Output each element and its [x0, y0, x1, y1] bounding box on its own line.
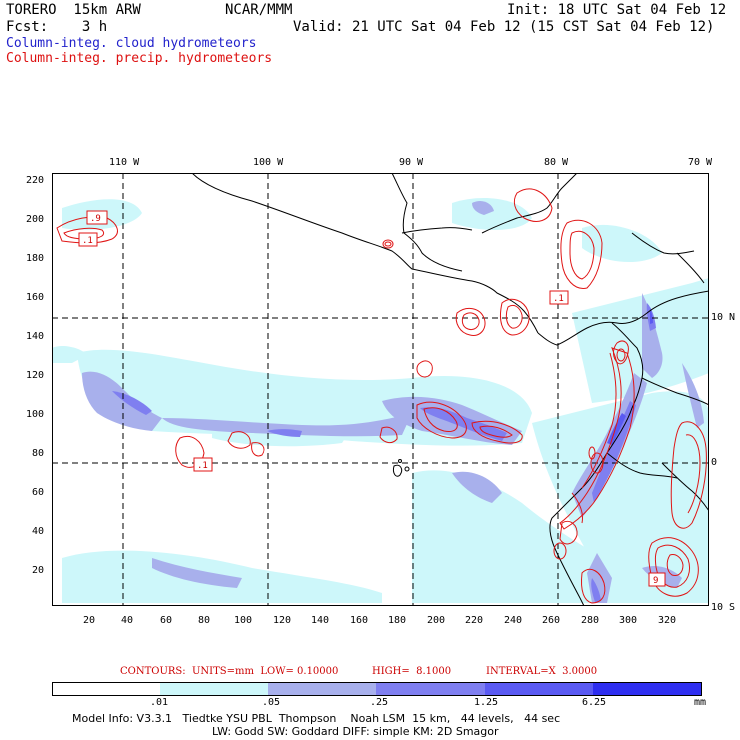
- x-tick-label: 140: [311, 615, 330, 626]
- lon-label-100w: 100 W: [253, 157, 284, 168]
- x-tick-label: 160: [350, 615, 369, 626]
- x-tick-label: 40: [121, 615, 134, 626]
- lon-label-90w: 90 W: [399, 157, 424, 168]
- colorbar-units: mm: [694, 697, 707, 708]
- contour-label: 9: [653, 576, 658, 586]
- model-info-line2: LW: Godd SW: Goddard DIFF: simple KM: 2D…: [212, 725, 499, 738]
- colorbar-tick: 6.25: [582, 697, 607, 708]
- x-tick-label: 320: [658, 615, 677, 626]
- contour-label-box: [78, 232, 98, 247]
- lon-label-110w: 110 W: [109, 157, 140, 168]
- colorbar-tick: .25: [370, 697, 389, 708]
- x-tick-label: 100: [234, 615, 253, 626]
- colorbar-bin-0: [52, 682, 160, 696]
- valid-time: Valid: 21 UTC Sat 04 Feb 12 (15 CST Sat …: [293, 19, 715, 35]
- x-tick-label: 280: [581, 615, 600, 626]
- colorbar: [52, 681, 702, 696]
- lat-lon-grid: [52, 173, 709, 606]
- colorbar-bin-2: [268, 682, 376, 696]
- lat-label-0: 0: [711, 457, 718, 468]
- org-label: NCAR/MMM: [225, 2, 293, 18]
- colorbar-bin-3: [376, 682, 485, 696]
- x-tick-label: 220: [465, 615, 484, 626]
- x-tick-label: 80: [198, 615, 211, 626]
- model-title: TORERO 15km ARW: [6, 2, 141, 18]
- contour-label-box: [648, 572, 666, 587]
- y-tick-label: 160: [26, 292, 45, 303]
- map-panel: .9 .1 .1 .1 9: [52, 173, 709, 606]
- lon-label-70w: 70 W: [688, 157, 713, 168]
- contour-label: .9: [90, 214, 101, 224]
- x-tick-label: 300: [619, 615, 638, 626]
- x-tick-label: 260: [542, 615, 561, 626]
- y-tick-label: 100: [26, 409, 45, 420]
- contour-label: .1: [82, 236, 93, 246]
- contour-label: .1: [197, 461, 208, 471]
- x-tick-label: 180: [388, 615, 407, 626]
- x-tick-label: 120: [273, 615, 292, 626]
- y-tick-label: 20: [32, 565, 45, 576]
- field-cloud-label: Column-integ. cloud hydrometeors: [6, 36, 257, 51]
- x-tick-label: 200: [427, 615, 446, 626]
- colorbar-bin-4: [485, 682, 593, 696]
- forecast-hour: Fcst: 3 h: [6, 19, 108, 35]
- precip-contours: [56, 188, 707, 604]
- lat-label-10n: 10 N: [711, 312, 736, 323]
- colorbar-svg: [52, 682, 702, 696]
- y-tick-label: 200: [26, 214, 45, 225]
- contour-label-boxes: .9 .1 .1 .1 9: [78, 210, 666, 587]
- y-tick-label: 80: [32, 448, 45, 459]
- contour-label-box: [549, 290, 569, 305]
- colorbar-tick: 1.25: [474, 697, 499, 708]
- contour-label-box: [193, 457, 213, 472]
- colorbar-tick: .05: [262, 697, 281, 708]
- contours-units-info: CONTOURS: UNITS=mm LOW= 0.10000: [120, 666, 339, 677]
- contours-high-info: HIGH= 8.1000: [372, 666, 452, 677]
- galapagos-islands: [393, 459, 410, 477]
- model-info-line1: Model Info: V3.3.1 Tiedtke YSU PBL Thomp…: [72, 712, 561, 725]
- colorbar-frame: [52, 682, 702, 696]
- lon-label-80w: 80 W: [544, 157, 569, 168]
- field-precip-label: Column-integ. precip. hydrometeors: [6, 51, 273, 66]
- contour-label: .1: [553, 294, 564, 304]
- x-tick-label: 20: [83, 615, 96, 626]
- init-time: Init: 18 UTC Sat 04 Feb 12: [507, 2, 727, 18]
- y-tick-label: 180: [26, 253, 45, 264]
- y-tick-label: 220: [26, 175, 45, 186]
- x-tick-label: 240: [504, 615, 523, 626]
- map-frame: [52, 173, 709, 606]
- y-tick-label: 140: [26, 331, 45, 342]
- y-tick-label: 120: [26, 370, 45, 381]
- contours-interval-info: INTERVAL=X 3.0000: [486, 666, 598, 677]
- y-tick-label: 60: [32, 487, 45, 498]
- lat-label-10s: 10 S: [711, 602, 736, 613]
- y-tick-label: 40: [32, 526, 45, 537]
- colorbar-bin-5: [593, 682, 702, 696]
- x-tick-label: 60: [160, 615, 173, 626]
- colorbar-tick: .01: [150, 697, 169, 708]
- contour-label-box: [86, 210, 108, 225]
- colorbar-bin-1: [160, 682, 268, 696]
